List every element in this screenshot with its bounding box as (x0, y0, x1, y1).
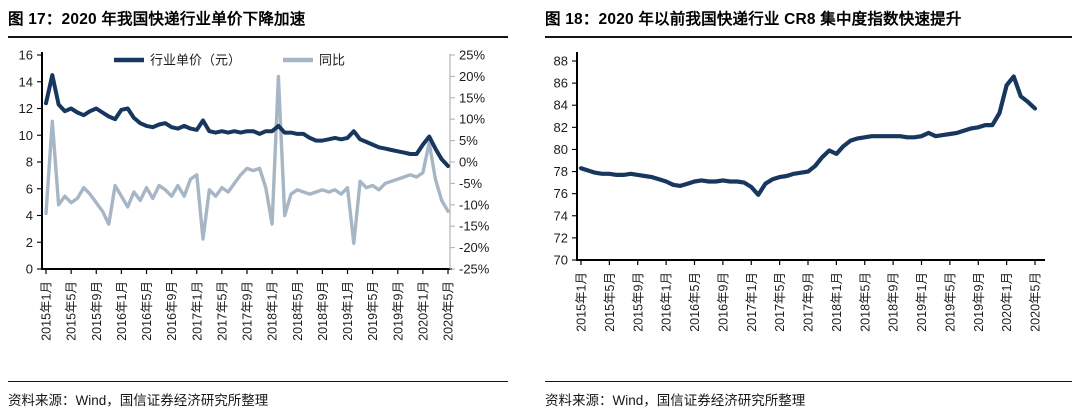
x-axis-tick-label: 2019年9月 (972, 272, 986, 332)
x-axis-tick-label: 2018年5月 (858, 272, 872, 332)
legend-label: 同比 (319, 53, 345, 68)
figure-18-panel: 图 18：2020 年以前我国快递行业 CR8 集中度指数快速提升 88 86 84… (540, 0, 1080, 420)
figure-17-chart: 16 14 12 10 8 6 4 2 0 25% 20% 15% 10% 5% 0% -5% -10% -15%… (19, 48, 490, 341)
x-axis-tick-label: 2018年1月 (266, 281, 280, 341)
x-axis-tick-label: 2019年5月 (943, 272, 957, 332)
right-axis-tick-label: -25% (459, 262, 490, 277)
y-axis-tick-label: 88 (554, 54, 568, 69)
x-axis-tick-label: 2020年5月 (442, 281, 456, 341)
x-axis-tick-label: 2019年1月 (341, 281, 355, 341)
right-axis-tick-label: 0% (459, 155, 478, 170)
right-axis-tick-label: -15% (459, 219, 490, 234)
x-axis-tick-label: 2018年9月 (316, 281, 330, 341)
x-axis-tick-label: 2016年1月 (115, 281, 129, 341)
figure-18-title-divider (545, 36, 1072, 38)
x-axis-tick-label: 2015年5月 (603, 272, 617, 332)
x-axis-tick-label: 2015年1月 (40, 281, 54, 341)
y-axis-tick-label: 84 (554, 98, 568, 113)
left-axis-tick-label: 16 (19, 48, 33, 63)
x-axis-tick-label: 2020年1月 (416, 281, 430, 341)
x-axis-tick-label: 2017年9月 (802, 272, 816, 332)
x-axis-tick-label: 2016年9月 (716, 272, 730, 332)
x-axis-tick-label: 2016年1月 (660, 272, 674, 332)
left-axis-tick-label: 10 (19, 128, 33, 143)
left-axis-tick-label: 2 (26, 235, 33, 250)
right-axis-tick-label: 20% (459, 69, 485, 84)
left-axis-tick-label: 6 (26, 181, 33, 196)
x-axis-tick-label: 2017年1月 (190, 281, 204, 341)
x-axis-tick-label: 2017年5月 (773, 272, 787, 332)
figure-18-source-divider (545, 381, 1072, 382)
x-axis-tick-label: 2015年9月 (631, 272, 645, 332)
legend-item: 同比 (283, 53, 345, 68)
x-axis-tick-label: 2017年5月 (215, 281, 229, 341)
left-axis-tick-label: 4 (26, 208, 33, 223)
y-axis-tick-label: 74 (554, 208, 568, 223)
y-axis-tick-label: 82 (554, 120, 568, 135)
right-axis-tick-label: 5% (459, 133, 478, 148)
x-axis-tick-label: 2017年1月 (745, 272, 759, 332)
right-axis-tick-label: 25% (459, 48, 485, 63)
right-axis-tick-label: 15% (459, 90, 485, 105)
y-axis-tick-label: 80 (554, 142, 568, 157)
figure-17-source-divider (8, 381, 508, 382)
figure-17-title-divider (8, 36, 508, 38)
figure-18-source: 资料来源：Wind，国信证券经济研究所整理 (545, 393, 806, 408)
x-axis-tick-label: 2019年9月 (391, 281, 405, 341)
x-axis-tick-label: 2019年5月 (366, 281, 380, 341)
y-axis-tick-label: 78 (554, 164, 568, 179)
right-axis-tick-label: 10% (459, 112, 485, 127)
x-axis-tick-label: 2018年1月 (830, 272, 844, 332)
x-axis-tick-label: 2020年5月 (1029, 272, 1043, 332)
right-axis-tick-label: -10% (459, 197, 490, 212)
left-axis-tick-label: 0 (26, 262, 33, 277)
left-axis-tick-label: 14 (19, 74, 33, 89)
x-axis-tick-label: 2015年9月 (90, 281, 104, 341)
x-axis-tick-label: 2018年9月 (887, 272, 901, 332)
x-axis-tick-label: 2018年5月 (291, 281, 305, 341)
y-axis-tick-label: 76 (554, 186, 568, 201)
cr8-line (578, 74, 1038, 197)
price-line (44, 73, 450, 168)
left-axis-tick-label: 8 (26, 155, 33, 170)
x-axis-tick-label: 2016年5月 (688, 272, 702, 332)
x-axis-tick-label: 2015年1月 (575, 272, 589, 332)
legend-label: 行业单价（元） (150, 53, 241, 68)
y-axis-tick-label: 70 (554, 253, 568, 268)
x-axis-tick-label: 2017年9月 (241, 281, 255, 341)
x-axis-tick-label: 2019年1月 (915, 272, 929, 332)
figure-17-source: 资料来源：Wind，国信证券经济研究所整理 (8, 393, 269, 408)
yoy-line (44, 74, 450, 246)
figure-18-title: 图 18：2020 年以前我国快递行业 CR8 集中度指数快速提升 (545, 11, 962, 28)
figure-17-title: 图 17：2020 年我国快递行业单价下降加速 (8, 11, 306, 28)
figure-17-panel: 图 17：2020 年我国快递行业单价下降加速 16 14 12 10 8 6 4 2 0 25%… (8, 11, 508, 408)
figure-18-chart: 88 86 84 82 80 78 76 74 72 70 2015年1月 2015年5月 2015年9… (554, 52, 1045, 332)
x-axis-tick-label: 2016年5月 (140, 281, 154, 341)
x-axis-tick-label: 2016年9月 (165, 281, 179, 341)
x-axis-tick-label: 2015年5月 (65, 281, 79, 341)
right-axis-tick-label: -20% (459, 240, 490, 255)
y-axis-tick-label: 86 (554, 76, 568, 91)
y-axis-tick-label: 72 (554, 230, 568, 245)
right-axis-tick-label: -5% (459, 176, 483, 191)
x-axis-tick-label: 2020年1月 (1000, 272, 1014, 332)
left-axis-tick-label: 12 (19, 101, 33, 116)
legend-item: 行业单价（元） (114, 53, 241, 68)
